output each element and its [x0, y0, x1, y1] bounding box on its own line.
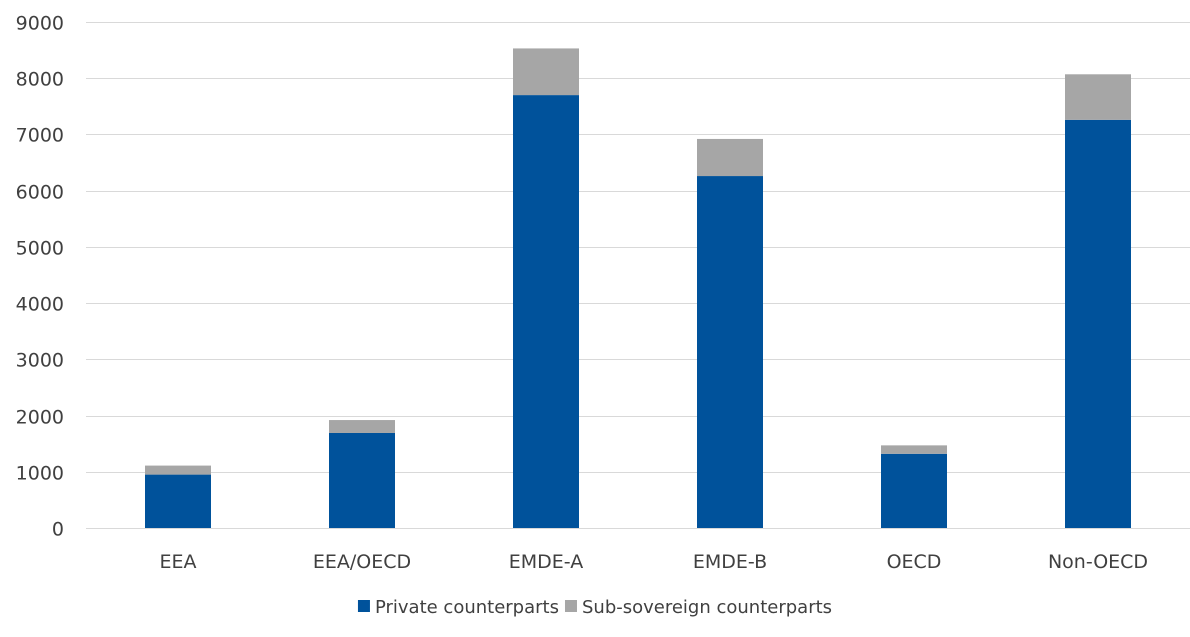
y-tick-label: 2000	[16, 407, 64, 429]
legend: Private counterparts Sub-sovereign counte…	[357, 597, 832, 618]
bar-sub-sovereign-eea	[145, 465, 211, 475]
bar-sub-sovereign-oecd	[881, 445, 947, 454]
y-tick-label: 4000	[16, 294, 64, 316]
bar-sub-sovereign-emde-b	[697, 138, 763, 177]
bar-sub-sovereign-non-oecd	[1065, 74, 1131, 120]
bar-private-non-oecd	[1065, 119, 1131, 529]
x-category-label: EMDE-A	[509, 551, 583, 573]
y-tick-label: 0	[52, 519, 64, 541]
x-category-label: Non-OECD	[1048, 551, 1148, 573]
legend-swatch-private	[357, 600, 370, 612]
y-tick-label: 6000	[16, 182, 64, 204]
legend-swatch-sub-sovereign	[564, 600, 577, 612]
y-tick-label: 9000	[16, 13, 64, 35]
bar-sub-sovereign-eea-oecd	[329, 420, 395, 433]
bar-private-oecd	[881, 453, 947, 528]
legend-label: Private counterparts	[375, 597, 559, 618]
x-category-label: EMDE-B	[693, 551, 767, 573]
gridlines	[86, 22, 1190, 529]
x-category-label: EEA	[159, 551, 196, 573]
bar-sub-sovereign-emde-a	[513, 48, 579, 96]
y-tick-label: 7000	[16, 125, 64, 147]
bar-private-eea	[145, 474, 211, 528]
bar-private-eea-oecd	[329, 432, 395, 528]
bar-private-emde-b	[697, 176, 763, 528]
x-category-label: OECD	[887, 551, 942, 573]
x-axis-categories: EEA EEA/OECD EMDE-A EMDE-B OECD Non-OECD	[159, 551, 1148, 573]
y-tick-label: 1000	[16, 463, 64, 485]
y-tick-label: 5000	[16, 238, 64, 260]
y-axis-ticks: 0 1000 2000 3000 4000 5000 6000 7000 8000 9000	[16, 13, 64, 541]
y-tick-label: 8000	[16, 69, 64, 91]
bars	[145, 48, 1131, 529]
legend-label: Sub-sovereign counterparts	[582, 597, 832, 618]
x-category-label: EEA/OECD	[313, 551, 411, 573]
y-tick-label: 3000	[16, 350, 64, 372]
bar-private-emde-a	[513, 95, 579, 528]
